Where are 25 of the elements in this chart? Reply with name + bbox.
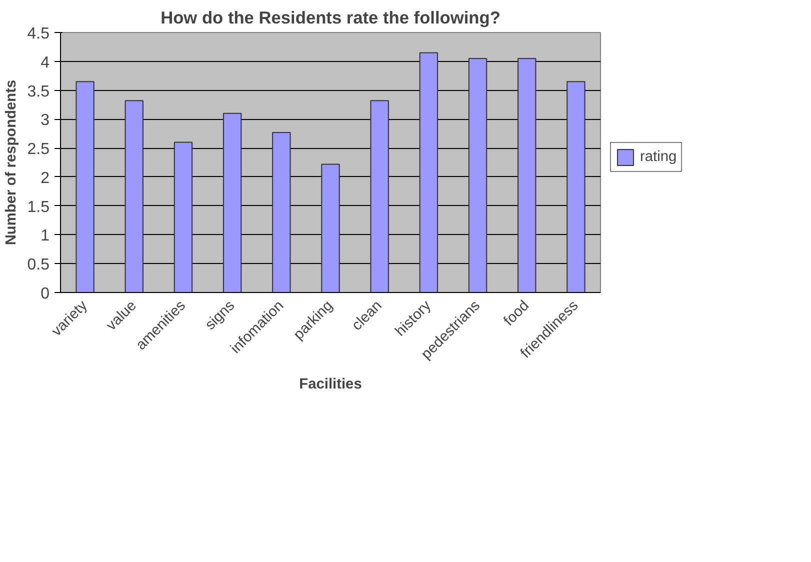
bar	[222, 112, 242, 292]
y-tick-label: 3.5	[27, 83, 50, 100]
bar	[566, 81, 586, 292]
y-tick-label: 4	[40, 54, 50, 72]
bar	[321, 164, 340, 292]
bar	[174, 142, 193, 292]
y-axis-title: Number of respondents	[3, 80, 20, 246]
y-tick-label: 1.5	[27, 198, 50, 216]
chart-title: How do the Residents rate the following?	[160, 8, 500, 28]
x-axis-title: Facilities	[299, 376, 362, 392]
y-tick-label: 3	[40, 112, 50, 130]
y-tick-label: 0.5	[27, 256, 50, 274]
bar	[124, 100, 144, 292]
bar	[419, 52, 438, 292]
bar	[370, 100, 389, 292]
y-tick-label: 1	[40, 228, 50, 245]
bar	[76, 81, 94, 292]
y-tick-label: 2	[40, 170, 50, 187]
y-tick-label: 0	[40, 286, 50, 302]
legend-label: rating	[640, 149, 677, 165]
y-tick-label: 4.5	[27, 26, 50, 42]
bar	[272, 132, 291, 292]
bar	[518, 58, 536, 292]
bar	[468, 58, 488, 292]
y-tick-label: 2.5	[27, 141, 50, 158]
